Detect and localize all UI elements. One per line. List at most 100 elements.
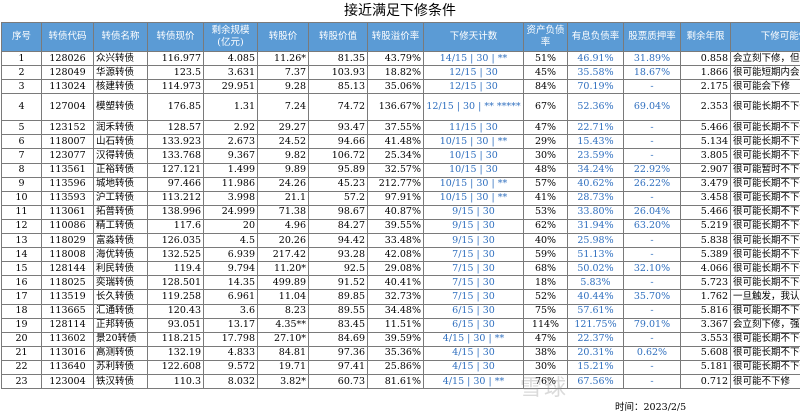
table-cell: 4/15 | 30 — [424, 360, 524, 374]
table-cell: 5.83% — [568, 276, 624, 290]
table-cell: 28.73% — [568, 191, 624, 205]
table-cell: 5.466 — [681, 121, 731, 135]
column-header: 转债名称 — [94, 23, 148, 52]
table-cell: - — [624, 248, 681, 262]
table-cell: 很可能长期不下修 — [731, 346, 800, 360]
table-cell: 9.89 — [258, 163, 309, 177]
table-cell: 3.367 — [681, 318, 731, 332]
table-cell: 会立刻下修，但很难强赎 — [731, 52, 800, 66]
table-cell: 128026 — [42, 52, 94, 66]
table-cell: 3.6 — [204, 304, 258, 318]
table-cell: 71.38 — [258, 205, 309, 219]
table-cell: 113.212 — [148, 191, 204, 205]
table-cell: 113519 — [42, 290, 94, 304]
table-cell: 122.608 — [148, 360, 204, 374]
table-cell: 128.57 — [148, 121, 204, 135]
table-cell: 118007 — [42, 135, 94, 149]
table-cell: 7 — [2, 149, 42, 163]
table-cell: 113061 — [42, 205, 94, 219]
table-cell: 46.91% — [568, 52, 624, 66]
table-cell: 47% — [524, 121, 568, 135]
table-cell: 海优转债 — [94, 248, 148, 262]
table-cell: 97.466 — [148, 177, 204, 191]
table-cell: 9.367 — [204, 149, 258, 163]
table-cell: - — [624, 332, 681, 346]
table-cell: 31.94% — [568, 219, 624, 233]
table-cell: 24.52 — [258, 135, 309, 149]
table-cell: 113016 — [42, 346, 94, 360]
table-cell: 22.92% — [624, 163, 681, 177]
table-cell: - — [624, 121, 681, 135]
table-cell: 27.10* — [258, 332, 309, 346]
table-cell: 35.58% — [568, 66, 624, 80]
table-cell: 10/15 | 30 — [424, 163, 524, 177]
table-cell: 9.28 — [258, 80, 309, 94]
table-cell: 13 — [2, 234, 42, 248]
table-cell: 很可能暂时不下修 — [731, 163, 800, 177]
table-cell: 119.258 — [148, 290, 204, 304]
table-cell: 很可能长期不下修 — [731, 149, 800, 163]
table-cell: 20 — [204, 219, 258, 233]
table-cell: 126.035 — [148, 234, 204, 248]
table-cell: 62% — [524, 219, 568, 233]
footer-label: 时间： — [615, 402, 644, 413]
table-cell: 核建转债 — [94, 80, 148, 94]
table-cell: 84% — [524, 80, 568, 94]
table-cell: 113561 — [42, 163, 94, 177]
table-cell: 16 — [2, 276, 42, 290]
table-cell: 奕瑞转债 — [94, 276, 148, 290]
table-cell: 93.051 — [148, 318, 204, 332]
table-cell: 14/15 | 30 | ** — [424, 52, 524, 66]
table-cell: 11.51% — [368, 318, 424, 332]
table-cell: - — [624, 80, 681, 94]
table-cell: 4 — [2, 94, 42, 121]
table-cell: 10/15 | 30 | ** — [424, 135, 524, 149]
column-header: 下修天计数 — [424, 23, 524, 52]
footer-date: 时间：2023/2/5 — [615, 399, 686, 413]
table-cell: - — [624, 234, 681, 248]
table-cell: 43.79% — [368, 52, 424, 66]
table-cell: 1.31 — [204, 94, 258, 121]
column-header: 转债现价 — [148, 23, 204, 52]
table-cell: 123.5 — [148, 66, 204, 80]
table-cell: 176.85 — [148, 94, 204, 121]
table-cell: 11.986 — [204, 177, 258, 191]
table-cell: 很可能长期不下修 — [731, 219, 800, 233]
table-cell: 110086 — [42, 219, 94, 233]
table-cell: 24.999 — [204, 205, 258, 219]
table-cell: 60.73 — [309, 374, 368, 388]
table-cell: 6.961 — [204, 290, 258, 304]
convertible-bond-table: 序号转债代码转债名称转债现价剩余规模(亿元)转股价转股价值转股溢价率下修天计数资… — [1, 22, 800, 389]
table-cell: 34.48% — [368, 304, 424, 318]
table-cell: 119.4 — [148, 262, 204, 276]
table-cell: 32.57% — [368, 163, 424, 177]
table-cell: 53% — [524, 205, 568, 219]
table-cell: 41% — [524, 191, 568, 205]
table-cell: 10/15 | 30 — [424, 149, 524, 163]
table-cell: 5.723 — [681, 276, 731, 290]
table-cell: 93.28 — [309, 248, 368, 262]
column-header: 转债代码 — [42, 23, 94, 52]
table-cell: 7/15 | 30 — [424, 276, 524, 290]
table-cell: 8.032 — [204, 374, 258, 388]
table-cell: 3.82* — [258, 374, 309, 388]
table-cell: 123004 — [42, 374, 94, 388]
table-cell: 会立刻下修，强赎可能极小 — [731, 318, 800, 332]
table-cell: 32.73% — [368, 290, 424, 304]
table-cell: 52.36% — [568, 94, 624, 121]
table-cell: 128.501 — [148, 276, 204, 290]
table-cell: 精工转债 — [94, 219, 148, 233]
table-cell: 10/15 | 30 | ** — [424, 191, 524, 205]
table-cell: 山石转债 — [94, 135, 148, 149]
table-cell: 10/15 | 30 | ** — [424, 177, 524, 191]
table-cell: 21 — [2, 346, 42, 360]
table-cell: 25.34% — [368, 149, 424, 163]
table-cell: 很可能长期不下修 — [731, 332, 800, 346]
table-cell: 38% — [524, 346, 568, 360]
